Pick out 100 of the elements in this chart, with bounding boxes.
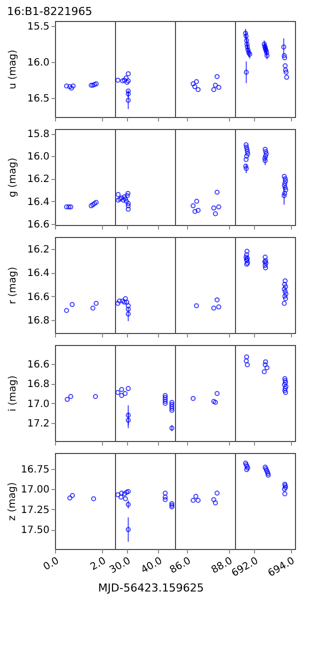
- point: [190, 498, 196, 503]
- point: [115, 492, 120, 498]
- x-tick-label: 40.0: [139, 556, 164, 576]
- y-tick-label: 16.4: [27, 268, 50, 280]
- point: [119, 490, 124, 496]
- y-axis-title: z (mag): [6, 482, 18, 521]
- x-tick-label: 0.0: [42, 556, 61, 573]
- y-tick-label: 16.0: [27, 58, 50, 69]
- point: [244, 70, 249, 75]
- point: [214, 490, 220, 496]
- y-axis-title: i (mag): [8, 375, 18, 412]
- y-tick-label: 16.5: [27, 94, 50, 105]
- point: [244, 154, 250, 159]
- point: [211, 306, 216, 311]
- point: [282, 193, 287, 198]
- point: [282, 278, 288, 284]
- point: [211, 206, 216, 211]
- point: [115, 300, 120, 306]
- point: [282, 286, 287, 292]
- point: [119, 387, 124, 392]
- point: [282, 300, 287, 306]
- point: [116, 298, 122, 304]
- point: [244, 248, 250, 254]
- point: [169, 408, 174, 413]
- point: [283, 384, 288, 390]
- point: [169, 400, 174, 405]
- point: [244, 362, 250, 368]
- point: [193, 494, 198, 499]
- point: [262, 146, 268, 152]
- point: [124, 76, 129, 81]
- point: [283, 284, 288, 290]
- point: [212, 500, 218, 506]
- point: [282, 294, 288, 299]
- point: [282, 376, 288, 382]
- point: [194, 303, 199, 308]
- point: [214, 391, 220, 396]
- point: [116, 198, 121, 203]
- point: [282, 378, 288, 384]
- point: [282, 185, 288, 190]
- point: [282, 386, 288, 392]
- point: [194, 198, 200, 204]
- point: [244, 252, 250, 258]
- point: [126, 201, 131, 206]
- point: [212, 82, 218, 88]
- point: [126, 71, 131, 76]
- point: [282, 190, 288, 196]
- point: [283, 390, 288, 395]
- point: [196, 208, 201, 213]
- point: [196, 498, 201, 503]
- point: [214, 297, 220, 302]
- point: [162, 396, 168, 402]
- point: [70, 302, 75, 308]
- point: [126, 98, 131, 103]
- y-tick-label: 16.2: [27, 244, 50, 256]
- point: [126, 527, 131, 532]
- y-tick-label: 16.2: [27, 174, 50, 186]
- point: [244, 354, 250, 360]
- point: [122, 296, 128, 302]
- x-tick-label: 30.0: [108, 556, 133, 576]
- point: [262, 362, 268, 368]
- y-axis-title: g (mag): [8, 158, 18, 198]
- point: [263, 359, 268, 364]
- point: [211, 497, 216, 502]
- point: [192, 208, 198, 214]
- point: [126, 306, 131, 312]
- point: [262, 158, 268, 164]
- point: [190, 81, 196, 86]
- point: [124, 193, 130, 198]
- point: [90, 306, 96, 311]
- y-tick-label: 16.8: [27, 379, 50, 390]
- y-tick-label: 17.2: [27, 418, 50, 430]
- point: [284, 74, 290, 80]
- point: [169, 406, 174, 411]
- point: [190, 203, 196, 208]
- point: [122, 491, 127, 496]
- point: [244, 358, 249, 364]
- point: [116, 192, 121, 197]
- point: [216, 304, 222, 310]
- point: [282, 174, 287, 179]
- point: [282, 282, 288, 287]
- y-tick-label: 17.25: [20, 504, 50, 516]
- chart-title: 16:B1-8221965: [7, 5, 92, 18]
- point: [115, 390, 120, 395]
- point: [122, 391, 128, 396]
- point: [126, 386, 131, 392]
- y-tick-label: 16.4: [27, 196, 50, 208]
- y-tick-label: 16.75: [20, 464, 50, 476]
- point: [263, 265, 268, 270]
- y-axis-title: r (mag): [8, 266, 18, 304]
- x-axis-title: MJD-56423.159625: [98, 581, 204, 594]
- point: [214, 74, 220, 80]
- point: [194, 79, 199, 84]
- point: [283, 380, 288, 386]
- point: [124, 300, 130, 305]
- x-tick-label: 2.0: [88, 556, 108, 573]
- point: [216, 204, 222, 210]
- y-tick-label: 16.8: [27, 315, 50, 326]
- point: [214, 190, 220, 195]
- point: [282, 382, 287, 388]
- point: [283, 296, 288, 302]
